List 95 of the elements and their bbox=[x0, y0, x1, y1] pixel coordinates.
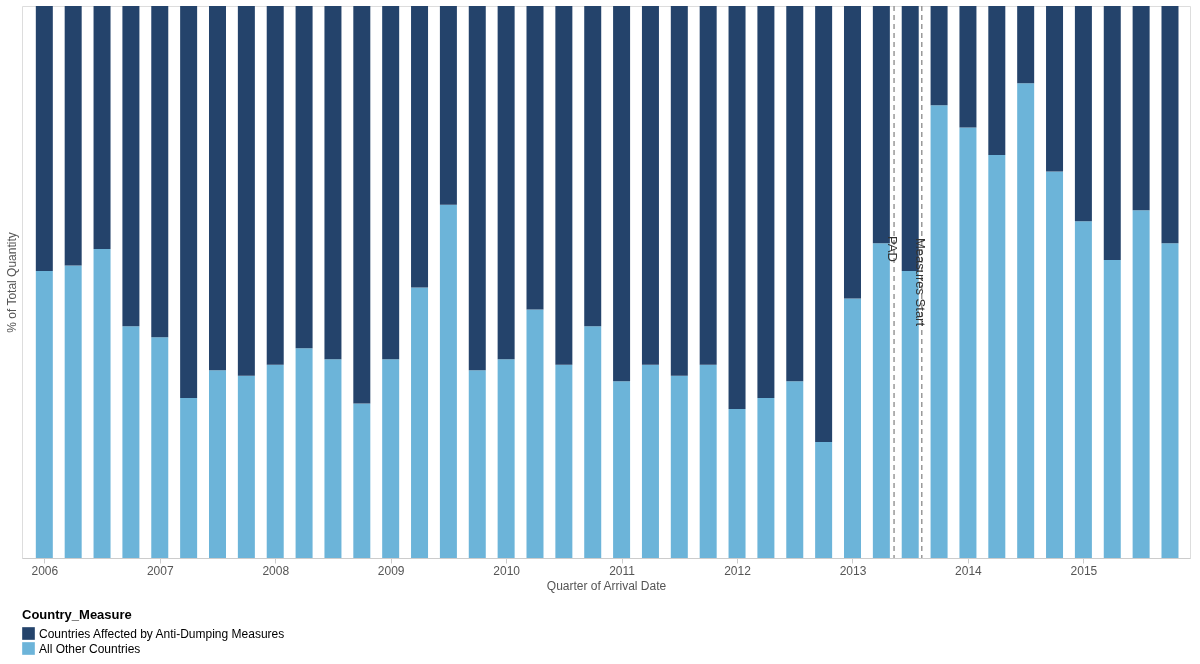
bar bbox=[209, 6, 226, 371]
bar bbox=[872, 6, 890, 244]
bar bbox=[237, 375, 255, 558]
bar bbox=[64, 265, 82, 558]
bar bbox=[930, 6, 948, 106]
bar bbox=[988, 6, 1006, 156]
bar bbox=[757, 397, 775, 558]
bar bbox=[959, 127, 977, 558]
bar bbox=[1103, 6, 1121, 260]
x-tick-label: 2009 bbox=[377, 563, 405, 578]
x-tick-label: 2013 bbox=[839, 563, 867, 578]
bar bbox=[1017, 83, 1035, 558]
bar bbox=[93, 248, 111, 558]
ref-line-label: Measures Start bbox=[912, 237, 928, 327]
bar bbox=[439, 6, 457, 205]
bar bbox=[786, 6, 804, 382]
legend-title: Country_Measure bbox=[22, 607, 132, 622]
bar bbox=[122, 6, 140, 327]
x-tick-label: 2008 bbox=[262, 563, 290, 578]
bar bbox=[35, 6, 53, 271]
bar bbox=[64, 6, 82, 266]
bar bbox=[555, 6, 573, 365]
bar bbox=[613, 6, 631, 382]
bar bbox=[382, 359, 400, 558]
bar bbox=[786, 381, 804, 558]
bar bbox=[757, 6, 775, 398]
bar bbox=[1017, 6, 1035, 84]
bar bbox=[122, 326, 140, 558]
bar bbox=[872, 243, 890, 558]
bar bbox=[382, 6, 400, 360]
legend-label: Countries Affected by Anti-Dumping Measures bbox=[39, 626, 285, 641]
bar bbox=[526, 6, 544, 310]
x-tick-label: 2015 bbox=[1070, 563, 1098, 578]
x-tick-label: 2011 bbox=[609, 563, 636, 578]
bar bbox=[35, 270, 53, 558]
bar bbox=[959, 6, 977, 128]
bar bbox=[411, 287, 429, 558]
bar bbox=[1074, 6, 1092, 222]
x-axis-title: Quarter of Arrival Date bbox=[546, 578, 667, 593]
bar bbox=[93, 6, 111, 249]
bar bbox=[237, 6, 255, 376]
bar bbox=[815, 6, 833, 443]
bar bbox=[988, 155, 1006, 558]
x-tick-label: 2007 bbox=[146, 563, 174, 578]
bar bbox=[468, 370, 486, 558]
bar bbox=[468, 6, 486, 371]
bar bbox=[613, 381, 631, 558]
bar bbox=[1103, 259, 1121, 558]
bar bbox=[151, 6, 169, 338]
bar bbox=[728, 408, 746, 558]
bar bbox=[1046, 171, 1064, 558]
bar bbox=[151, 337, 169, 558]
bar bbox=[728, 6, 746, 409]
legend-label: All Other Countries bbox=[39, 641, 141, 656]
bar bbox=[815, 442, 833, 558]
bar bbox=[1132, 6, 1150, 211]
bar bbox=[353, 403, 371, 558]
bar bbox=[266, 6, 284, 365]
x-tick-label: 2010 bbox=[493, 563, 521, 578]
x-tick-label: 2012 bbox=[724, 563, 752, 578]
bar bbox=[1161, 243, 1179, 558]
bar bbox=[843, 6, 861, 299]
bar bbox=[1132, 210, 1150, 558]
bar bbox=[670, 6, 688, 376]
bar bbox=[1046, 6, 1064, 172]
bar bbox=[439, 204, 457, 558]
bar bbox=[641, 6, 659, 365]
bar bbox=[324, 359, 342, 558]
y-axis-title: % of Total Quantity bbox=[4, 232, 19, 333]
x-tick-label: 2006 bbox=[31, 563, 59, 578]
bar bbox=[930, 105, 948, 558]
bar bbox=[641, 364, 659, 558]
bar bbox=[353, 6, 371, 404]
bar bbox=[670, 375, 688, 558]
bar bbox=[584, 6, 602, 327]
bar bbox=[555, 364, 573, 558]
bar bbox=[843, 298, 861, 558]
bar bbox=[295, 6, 313, 349]
x-tick-label: 2014 bbox=[955, 563, 983, 578]
bar bbox=[699, 6, 717, 365]
ref-line-label: PAD bbox=[885, 236, 901, 262]
bar bbox=[1074, 221, 1092, 558]
bar bbox=[266, 364, 284, 558]
bar bbox=[324, 6, 342, 360]
bar bbox=[1161, 6, 1179, 244]
bar bbox=[526, 309, 544, 558]
bar bbox=[295, 348, 313, 558]
bar bbox=[497, 6, 515, 360]
bar bbox=[497, 359, 515, 558]
bar bbox=[699, 364, 717, 558]
bar bbox=[411, 6, 429, 288]
bar bbox=[209, 370, 226, 558]
bar bbox=[584, 326, 602, 558]
bar bbox=[180, 6, 198, 398]
bar bbox=[180, 397, 198, 558]
